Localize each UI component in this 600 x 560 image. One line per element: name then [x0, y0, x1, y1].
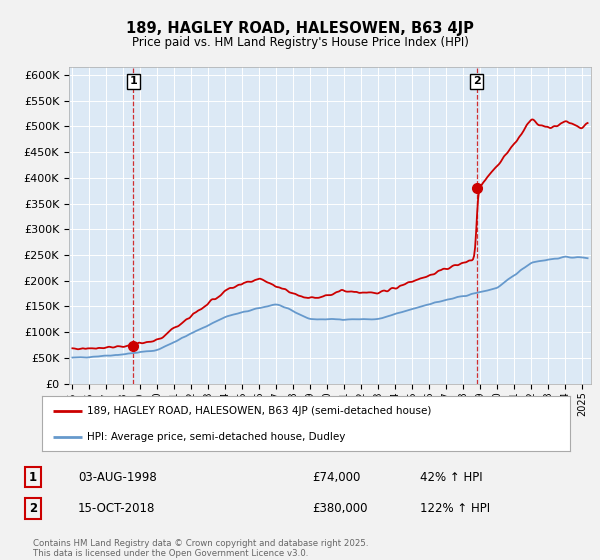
Text: HPI: Average price, semi-detached house, Dudley: HPI: Average price, semi-detached house,… [87, 432, 345, 442]
Text: 15-OCT-2018: 15-OCT-2018 [78, 502, 155, 515]
Text: 189, HAGLEY ROAD, HALESOWEN, B63 4JP (semi-detached house): 189, HAGLEY ROAD, HALESOWEN, B63 4JP (se… [87, 407, 431, 416]
Text: 189, HAGLEY ROAD, HALESOWEN, B63 4JP: 189, HAGLEY ROAD, HALESOWEN, B63 4JP [126, 21, 474, 36]
Text: 42% ↑ HPI: 42% ↑ HPI [420, 470, 482, 484]
Text: 2: 2 [473, 76, 481, 86]
Text: 122% ↑ HPI: 122% ↑ HPI [420, 502, 490, 515]
Text: 03-AUG-1998: 03-AUG-1998 [78, 470, 157, 484]
Text: 1: 1 [130, 76, 137, 86]
Text: 2: 2 [29, 502, 37, 515]
Text: £380,000: £380,000 [312, 502, 367, 515]
Text: £74,000: £74,000 [312, 470, 361, 484]
Text: Price paid vs. HM Land Registry's House Price Index (HPI): Price paid vs. HM Land Registry's House … [131, 36, 469, 49]
Text: 1: 1 [29, 470, 37, 484]
Text: Contains HM Land Registry data © Crown copyright and database right 2025.
This d: Contains HM Land Registry data © Crown c… [33, 539, 368, 558]
